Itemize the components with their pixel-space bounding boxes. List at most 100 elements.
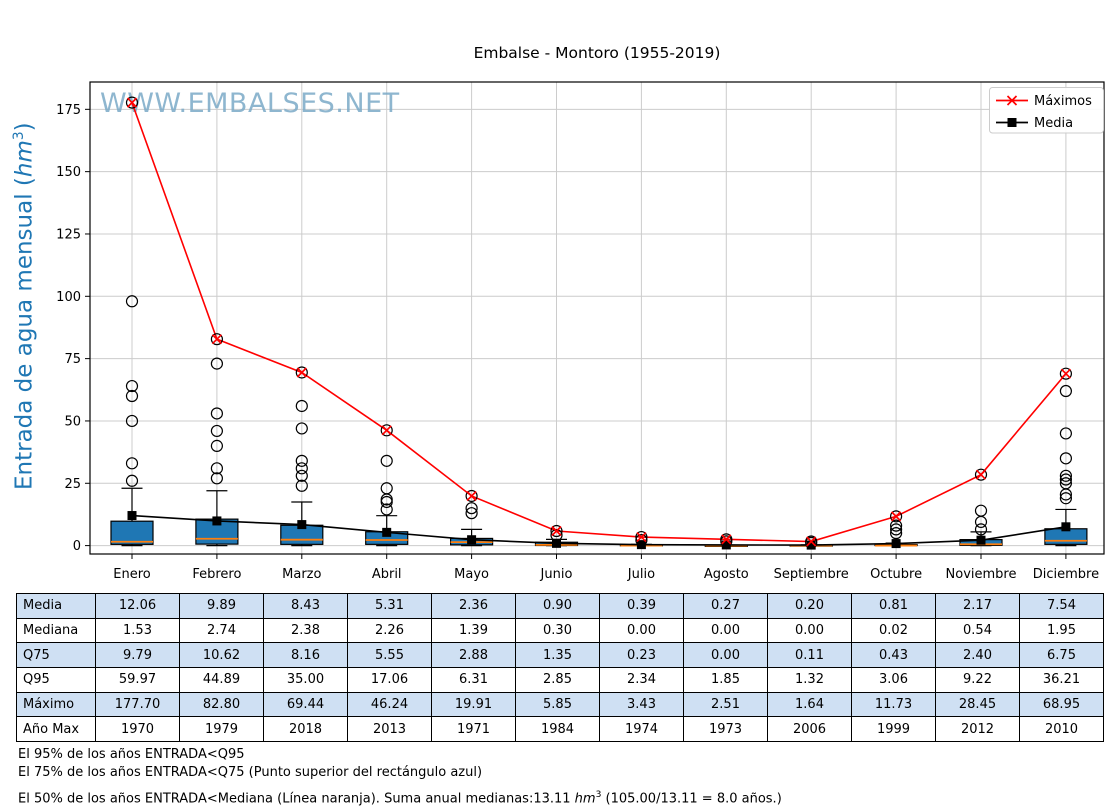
cell-maximo-1: 177.70 <box>95 691 180 718</box>
legend-maximos-marker <box>1006 95 1018 106</box>
cell-q95-7: 2.34 <box>599 667 684 693</box>
footnote-mediana-unit: hm <box>574 791 596 807</box>
cell-q95-6: 2.85 <box>515 667 600 693</box>
x-tick-label: Febrero <box>192 567 241 582</box>
maximos-marker <box>211 334 223 345</box>
cell-q75-7: 0.23 <box>599 642 684 669</box>
outlier-circle <box>295 366 308 379</box>
cell-mediana-6: 0.30 <box>515 617 600 644</box>
maximos-line <box>131 102 1067 543</box>
cell-q95-8: 1.85 <box>683 667 768 693</box>
media-marker <box>636 540 646 550</box>
outlier-circle <box>295 469 308 482</box>
outlier-circle <box>295 479 308 492</box>
cell-ano-max-9: 2006 <box>767 716 852 743</box>
outlier-circle <box>125 414 139 428</box>
cell-media-12: 7.54 <box>1019 593 1104 619</box>
footnote-q75: El 75% de los años ENTRADA<Q75 (Punto su… <box>18 765 483 780</box>
legend-media-marker <box>1007 118 1017 127</box>
footnote-mediana-sup: 3 <box>595 790 602 800</box>
media-marker <box>127 511 137 521</box>
outlier-circle <box>125 96 139 109</box>
cell-maximo-7: 3.43 <box>599 691 684 718</box>
media-marker <box>721 540 731 550</box>
outlier-circle <box>210 472 223 485</box>
outlier-circle <box>125 474 139 487</box>
outlier-circle <box>889 523 903 536</box>
outlier-circle <box>974 515 988 529</box>
row-label-q95: Q95 <box>16 667 96 693</box>
cell-q95-10: 3.06 <box>851 667 936 693</box>
legend <box>989 87 1104 134</box>
cell-mediana-2: 2.74 <box>179 617 264 644</box>
cell-q95-1: 59.97 <box>95 667 180 693</box>
row-label-ano-max: Año Max <box>16 716 96 743</box>
footnotes: El 95% de los años ENTRADA<Q95 El 75% de… <box>18 746 782 808</box>
boxplot-chart: 0 25 50 75 100 125 150 175 Enero Febrero Marzo Abri… <box>56 81 1105 582</box>
x-tick-label: Enero <box>113 567 151 582</box>
cell-maximo-9: 1.64 <box>767 691 852 718</box>
cell-mediana-8: 0.00 <box>683 617 768 644</box>
cell-q75-6: 1.35 <box>515 642 600 669</box>
cell-q95-3: 35.00 <box>263 667 348 693</box>
cell-media-1: 12.06 <box>95 593 180 619</box>
cell-mediana-4: 2.26 <box>347 617 432 644</box>
cell-mediana-9: 0.00 <box>767 617 852 644</box>
outlier-circle <box>1059 452 1073 465</box>
watermark: WWW.EMBALSES.NET <box>100 88 400 119</box>
cell-maximo-6: 5.85 <box>515 691 600 718</box>
cell-mediana-10: 0.02 <box>851 617 936 644</box>
cell-ano-max-6: 1984 <box>515 716 600 743</box>
cell-maximo-10: 11.73 <box>851 691 936 718</box>
maximos-marker <box>466 490 477 502</box>
cell-media-4: 5.31 <box>347 593 432 619</box>
cell-mediana-5: 1.39 <box>431 617 516 644</box>
cell-ano-max-8: 1973 <box>683 716 768 743</box>
outlier-circle <box>1059 427 1073 440</box>
cell-media-8: 0.27 <box>683 593 768 619</box>
x-tick-label: Septiembre <box>774 567 849 582</box>
outlier-circle <box>889 510 903 523</box>
cell-q75-8: 0.00 <box>683 642 768 669</box>
cell-q95-5: 6.31 <box>431 667 516 693</box>
cell-q75-10: 0.43 <box>851 642 936 669</box>
outlier-circle <box>1059 488 1073 501</box>
x-tick-label: Noviembre <box>946 567 1017 582</box>
cell-q95-11: 9.22 <box>935 667 1020 693</box>
footnote-mediana-suffix: (105.00/13.11 = 8.0 años.) <box>601 791 782 807</box>
cell-maximo-11: 28.45 <box>935 691 1020 718</box>
outlier-circle <box>210 357 223 370</box>
media-marker <box>467 535 477 545</box>
cell-q75-5: 2.88 <box>431 642 516 669</box>
maximos-marker <box>1060 368 1072 379</box>
maximos-marker <box>296 367 307 378</box>
cell-q75-2: 10.62 <box>179 642 264 669</box>
outlier-circle <box>210 424 223 438</box>
outlier-circle <box>210 439 223 452</box>
cell-q75-9: 0.11 <box>767 642 852 669</box>
cell-q95-4: 17.06 <box>347 667 432 693</box>
maximos-marker <box>636 531 647 543</box>
media-marker <box>891 539 901 549</box>
media-marker <box>806 540 816 550</box>
cell-ano-max-7: 1974 <box>599 716 684 743</box>
box-enero <box>110 520 154 545</box>
legend-label-media: Media <box>1034 116 1073 131</box>
outlier-circle <box>125 389 139 403</box>
outlier-circle <box>889 519 903 532</box>
cell-ano-max-2: 1979 <box>179 716 264 743</box>
y-tick-label: 50 <box>64 414 81 429</box>
outlier-circle <box>295 462 308 475</box>
outlier-circle <box>974 468 988 481</box>
cell-media-10: 0.81 <box>851 593 936 619</box>
outlier-circle <box>125 295 139 308</box>
cell-maximo-4: 46.24 <box>347 691 432 718</box>
outlier-circle <box>465 489 478 503</box>
row-label-mediana: Mediana <box>16 617 96 644</box>
outlier-circle <box>1059 473 1073 486</box>
media-line <box>131 514 1067 546</box>
table-row-media: Media 12.06 9.89 8.43 5.31 2.36 0.90 0.39 0.27 0.… <box>16 593 1104 619</box>
cell-maximo-2: 82.80 <box>179 691 264 718</box>
outlier-circle <box>210 462 223 475</box>
